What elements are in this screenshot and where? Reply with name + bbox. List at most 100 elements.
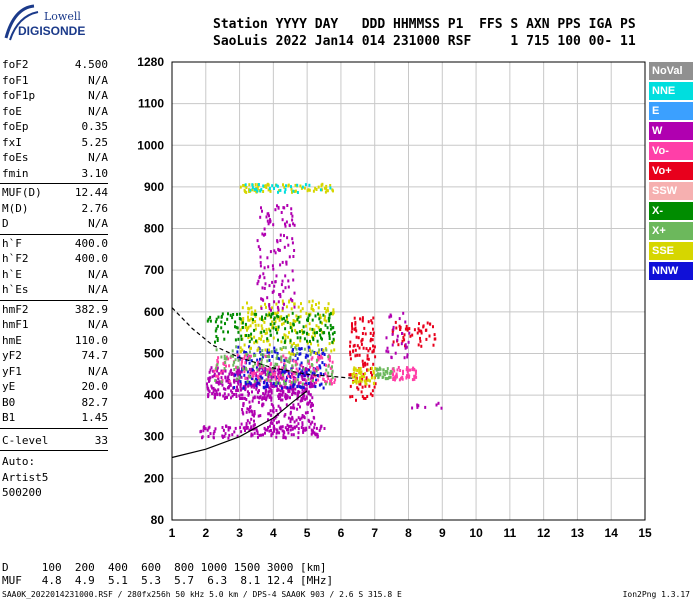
echo-point [256, 381, 259, 385]
echo-point [292, 222, 295, 226]
echo-point [209, 319, 212, 323]
echo-point [297, 402, 300, 406]
echo-point [264, 385, 267, 389]
echo-point [279, 316, 281, 320]
echo-point [236, 326, 239, 330]
echo-point [223, 357, 226, 361]
param-value: N/A [88, 217, 108, 230]
station-header: Station YYYY DAY DDD HHMMSS P1 FFS S AXN… [213, 16, 636, 50]
echo-point [267, 390, 270, 394]
param-row: yF2 74.7 [2, 349, 108, 363]
echo-point [283, 245, 286, 249]
echo-point [401, 332, 403, 335]
echo-point [216, 363, 219, 367]
echo-point [276, 331, 279, 335]
echo-point [275, 183, 278, 187]
echo-point [270, 362, 273, 366]
echo-point [300, 370, 302, 374]
echo-point [311, 379, 314, 383]
echo-point [365, 347, 368, 351]
echo-point [305, 387, 308, 391]
echo-point [234, 338, 237, 342]
echo-point [272, 267, 275, 271]
echo-point [263, 426, 266, 430]
echo-point [284, 385, 287, 389]
echo-point [398, 378, 401, 382]
echo-point [328, 337, 331, 340]
echo-point [215, 389, 218, 393]
echo-point [279, 408, 282, 412]
param-row: D N/A [2, 217, 108, 231]
echo-point [282, 289, 285, 293]
echo-point [289, 424, 292, 428]
echo-point [361, 316, 364, 320]
echo-point [285, 403, 288, 407]
echo-point [321, 361, 324, 365]
echo-point [266, 314, 269, 318]
echo-point [299, 385, 302, 389]
echo-point [261, 297, 264, 301]
echo-point [224, 432, 227, 436]
autoscale-artist: Artist5 [2, 470, 49, 484]
echo-point [327, 371, 330, 375]
echo-trace-cluster [391, 366, 418, 382]
echo-point [249, 427, 252, 431]
echo-point [289, 412, 292, 416]
echo-point [285, 357, 288, 360]
echo-point [260, 206, 262, 210]
echo-point [274, 416, 277, 420]
echo-point [413, 377, 416, 381]
echo-point [292, 342, 295, 345]
echo-point [333, 348, 336, 352]
echo-point [385, 349, 388, 353]
echo-point [231, 316, 234, 320]
echo-point [237, 378, 240, 382]
echo-point [309, 353, 312, 357]
echo-point [242, 402, 245, 406]
echo-point [360, 342, 363, 346]
echo-point [324, 380, 326, 383]
echo-point [319, 426, 322, 430]
echo-point [320, 382, 323, 386]
echo-point [260, 330, 263, 334]
echo-point [360, 379, 363, 383]
echo-point [238, 317, 241, 320]
legend-item: Vo- [649, 142, 693, 160]
echo-point [284, 358, 287, 362]
echo-point [270, 434, 273, 438]
echo-point [411, 333, 414, 337]
echo-point [240, 334, 243, 338]
echo-point [285, 358, 288, 362]
echo-point [424, 405, 427, 409]
echo-point [278, 357, 281, 361]
echo-point [279, 425, 282, 429]
echo-point [265, 367, 268, 371]
echo-point [264, 370, 266, 374]
echo-point [321, 188, 323, 192]
echo-point [249, 371, 252, 375]
echo-point [309, 422, 312, 426]
echo-point [372, 344, 374, 348]
echo-point [268, 389, 271, 393]
echo-point [271, 422, 274, 425]
echo-point [308, 313, 311, 317]
echo-point [268, 369, 271, 373]
echo-point [325, 348, 328, 352]
echo-point [296, 391, 299, 395]
echo-point [266, 373, 269, 377]
echo-point [249, 375, 252, 379]
echo-point [274, 377, 277, 381]
echo-point [253, 410, 256, 413]
echo-point [260, 337, 262, 341]
echo-point [214, 320, 217, 324]
profile-curve-solid [171, 390, 308, 459]
echo-point [297, 305, 300, 309]
echo-point [364, 379, 367, 383]
echo-point [291, 214, 294, 218]
echo-point [273, 322, 276, 326]
echo-point [267, 265, 270, 269]
echo-point [280, 283, 283, 287]
echo-point [264, 302, 266, 306]
echo-point [351, 324, 353, 328]
echo-point [261, 402, 264, 406]
